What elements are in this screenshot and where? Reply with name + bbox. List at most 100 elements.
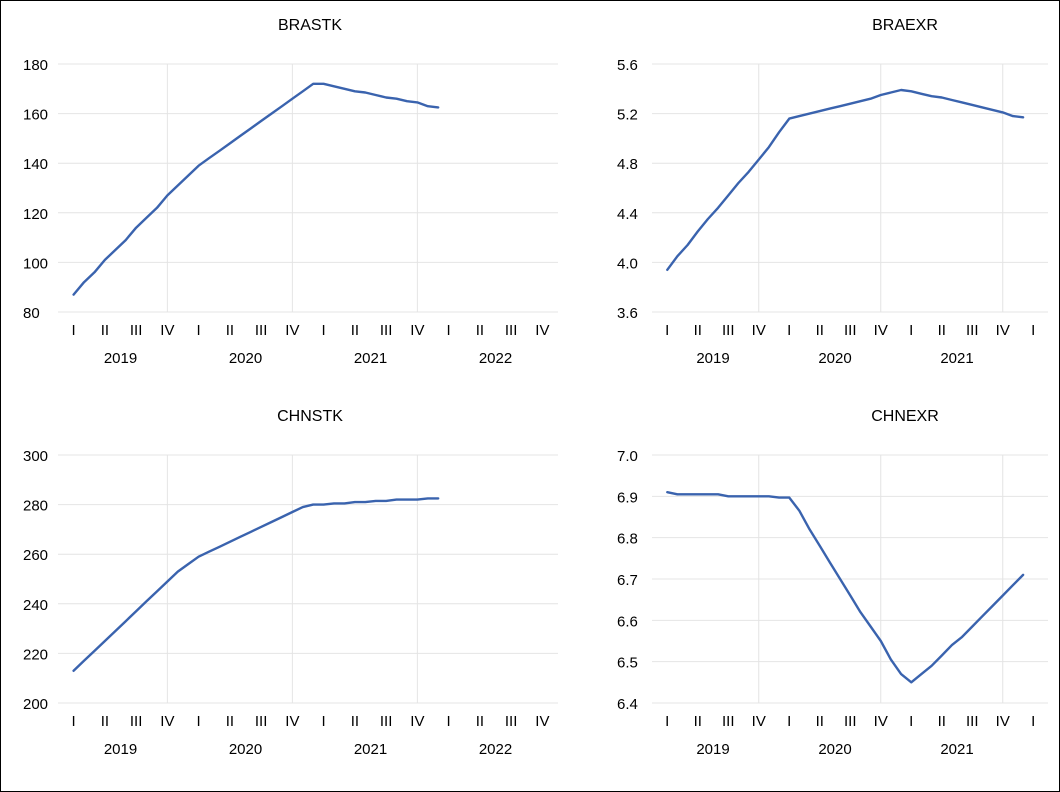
- y-tick-label: 280: [23, 498, 48, 515]
- series-line: [666, 491, 1025, 684]
- x-tick-label: I: [1031, 322, 1035, 339]
- x-tick-label: I: [447, 322, 451, 339]
- x-tick-label: II: [351, 322, 359, 339]
- y-tick-label: 5.2: [617, 107, 638, 124]
- year-label: 2022: [479, 350, 512, 367]
- y-tick-label: 200: [23, 696, 48, 713]
- x-tick-label: I: [197, 713, 201, 730]
- year-label: 2019: [104, 741, 137, 758]
- x-tick-label: III: [844, 713, 857, 730]
- x-tick-label: I: [72, 713, 76, 730]
- x-tick-label: I: [322, 713, 326, 730]
- year-label: 2020: [229, 350, 262, 367]
- x-tick-label: II: [476, 322, 484, 339]
- x-tick-label: I: [322, 322, 326, 339]
- y-tick-label: 5.6: [617, 57, 638, 74]
- x-tick-label: IV: [996, 322, 1010, 339]
- x-tick-label: IV: [874, 322, 888, 339]
- y-tick-label: 6.7: [617, 572, 638, 589]
- chart-title: BRASTK: [278, 17, 342, 34]
- y-tick-label: 3.6: [617, 305, 638, 322]
- x-tick-label: II: [476, 713, 484, 730]
- y-tick-label: 120: [23, 206, 48, 223]
- y-tick-label: 4.0: [617, 255, 638, 272]
- x-tick-label: II: [816, 322, 824, 339]
- year-label: 2019: [104, 350, 137, 367]
- x-tick-label: III: [505, 713, 518, 730]
- y-tick-label: 180: [23, 57, 48, 74]
- year-label: 2021: [354, 741, 387, 758]
- x-tick-label: II: [101, 322, 109, 339]
- panel-chnexr: CHNEXR 6.46.56.66.76.86.97.0I II III IV I II I…: [617, 408, 1048, 758]
- x-tick-label: III: [844, 322, 857, 339]
- x-tick-label: IV: [874, 713, 888, 730]
- year-label: 2021: [354, 350, 387, 367]
- x-tick-label: I: [72, 322, 76, 339]
- x-tick-label: IV: [535, 713, 549, 730]
- year-label: 2020: [818, 741, 851, 758]
- x-tick-label: I: [447, 713, 451, 730]
- x-tick-label: I: [197, 322, 201, 339]
- chart-title: CHNEXR: [871, 408, 939, 425]
- y-tick-label: 220: [23, 646, 48, 663]
- x-tick-label: II: [694, 713, 702, 730]
- x-tick-label: I: [787, 713, 791, 730]
- y-tick-label: 300: [23, 448, 48, 465]
- x-tick-label: IV: [410, 322, 424, 339]
- x-tick-label: I: [1031, 713, 1035, 730]
- year-label: 2019: [696, 741, 729, 758]
- year-label: 2022: [479, 741, 512, 758]
- x-tick-label: IV: [752, 322, 766, 339]
- y-tick-label: 6.5: [617, 655, 638, 672]
- x-tick-label: III: [255, 322, 268, 339]
- x-tick-label: I: [665, 322, 669, 339]
- x-tick-label: IV: [160, 713, 174, 730]
- x-tick-label: II: [101, 713, 109, 730]
- year-label: 2021: [940, 741, 973, 758]
- year-label: 2021: [940, 350, 973, 367]
- y-tick-label: 6.6: [617, 613, 638, 630]
- y-tick-label: 140: [23, 156, 48, 173]
- x-tick-label: III: [130, 713, 143, 730]
- series-line: [72, 82, 440, 296]
- y-tick-label: 4.8: [617, 156, 638, 173]
- x-tick-label: III: [255, 713, 268, 730]
- x-tick-label: III: [966, 322, 979, 339]
- x-tick-label: II: [226, 713, 234, 730]
- panel-braexr: BRAEXR 3.64.04.44.85.25.6I II III IV I II III I…: [617, 17, 1048, 367]
- y-tick-label: 7.0: [617, 448, 638, 465]
- x-tick-label: I: [787, 322, 791, 339]
- chart-title: CHNSTK: [277, 408, 343, 425]
- x-tick-label: I: [909, 322, 913, 339]
- x-tick-label: II: [226, 322, 234, 339]
- x-tick-label: IV: [996, 713, 1010, 730]
- x-tick-label: III: [380, 322, 393, 339]
- y-tick-label: 240: [23, 597, 48, 614]
- y-tick-label: 80: [23, 305, 40, 322]
- series-line: [72, 497, 440, 672]
- x-tick-label: II: [351, 713, 359, 730]
- x-tick-label: IV: [410, 713, 424, 730]
- x-tick-label: III: [380, 713, 393, 730]
- x-tick-label: I: [909, 713, 913, 730]
- x-tick-label: IV: [752, 713, 766, 730]
- y-tick-label: 6.4: [617, 696, 638, 713]
- x-tick-label: III: [966, 713, 979, 730]
- y-tick-label: 160: [23, 107, 48, 124]
- x-tick-label: IV: [285, 713, 299, 730]
- y-tick-label: 260: [23, 547, 48, 564]
- x-tick-label: II: [816, 713, 824, 730]
- year-label: 2020: [818, 350, 851, 367]
- chart-title: BRAEXR: [872, 17, 938, 34]
- x-tick-label: III: [505, 322, 518, 339]
- x-tick-label: II: [694, 322, 702, 339]
- x-tick-label: IV: [285, 322, 299, 339]
- x-tick-label: III: [722, 713, 735, 730]
- year-label: 2020: [229, 741, 262, 758]
- x-tick-label: III: [130, 322, 143, 339]
- x-tick-label: IV: [535, 322, 549, 339]
